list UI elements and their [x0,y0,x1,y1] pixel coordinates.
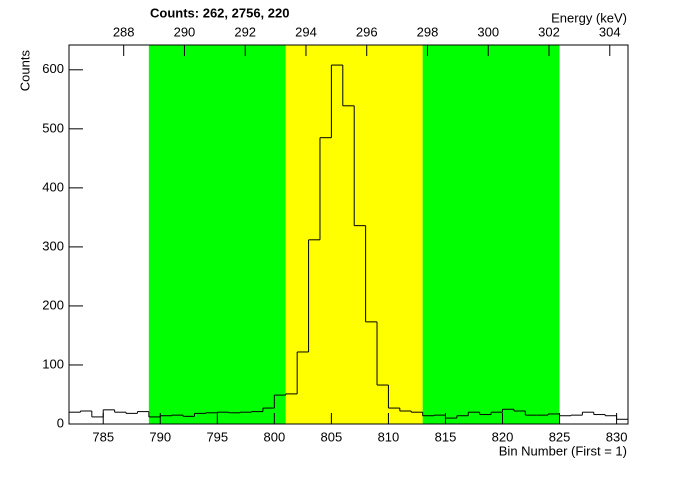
y-tick-label: 300 [42,238,64,253]
y-tick-label: 500 [42,120,64,135]
top-axis-label: Energy (keV) [551,10,627,25]
region [148,45,286,424]
x-tick-label: 810 [378,429,400,444]
x-tick-label: 825 [549,429,571,444]
y-tick-label: 600 [42,61,64,76]
region [285,45,423,424]
top-tick-label: 294 [295,24,317,39]
top-tick-label: 290 [174,24,196,39]
y-tick-label: 400 [42,179,64,194]
top-tick-label: 304 [599,24,621,39]
x-tick-label: 785 [92,429,114,444]
chart-title: Counts: 262, 2756, 220 [150,5,289,20]
x-tick-label: 820 [492,429,514,444]
y-axis-label: Counts [17,50,32,92]
top-tick-label: 298 [417,24,439,39]
x-tick-label: 800 [263,429,285,444]
x-tick-label: 815 [435,429,457,444]
y-tick-label: 200 [42,297,64,312]
region [422,45,560,424]
x-axis-label: Bin Number (First = 1) [499,443,627,458]
top-tick-label: 296 [356,24,378,39]
top-tick-label: 300 [477,24,499,39]
y-tick-label: 0 [57,415,64,430]
x-tick-label: 830 [606,429,628,444]
top-tick-label: 292 [234,24,256,39]
x-tick-label: 795 [206,429,228,444]
top-tick-label: 302 [538,24,560,39]
plot-frame [68,44,629,425]
top-tick-label: 288 [113,24,135,39]
x-tick-label: 790 [149,429,171,444]
x-tick-label: 805 [321,429,343,444]
y-tick-label: 100 [42,356,64,371]
